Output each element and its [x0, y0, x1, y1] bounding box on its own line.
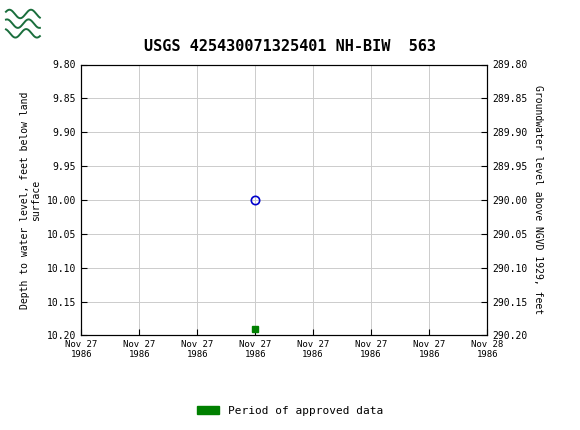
Text: USGS 425430071325401 NH-BIW  563: USGS 425430071325401 NH-BIW 563 [144, 39, 436, 54]
Text: USGS: USGS [49, 12, 113, 33]
Y-axis label: Groundwater level above NGVD 1929, feet: Groundwater level above NGVD 1929, feet [533, 86, 543, 314]
Y-axis label: Depth to water level, feet below land
surface: Depth to water level, feet below land su… [20, 91, 41, 309]
Legend: Period of approved data: Period of approved data [193, 401, 387, 420]
